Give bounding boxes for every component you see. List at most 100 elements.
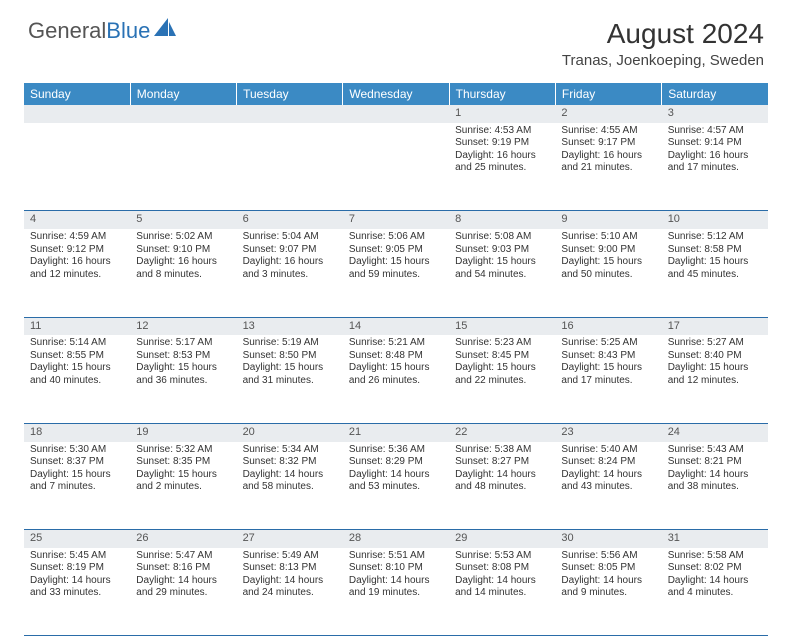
sunset-text: Sunset: 8:55 PM	[30, 350, 124, 363]
daylight-text: Daylight: 15 hours	[455, 256, 549, 269]
day-cell: Sunrise: 4:53 AMSunset: 9:19 PMDaylight:…	[449, 123, 555, 211]
day-number: 25	[24, 530, 130, 548]
daylight-text: and 3 minutes.	[243, 269, 337, 282]
day-number: 30	[555, 530, 661, 548]
day-number: 5	[130, 211, 236, 229]
day-number: 18	[24, 423, 130, 441]
sunset-text: Sunset: 8:16 PM	[136, 562, 230, 575]
day-number: 29	[449, 530, 555, 548]
daylight-text: and 12 minutes.	[30, 269, 124, 282]
sunrise-text: Sunrise: 5:02 AM	[136, 231, 230, 244]
daylight-text: Daylight: 16 hours	[455, 150, 549, 163]
sunrise-text: Sunrise: 5:19 AM	[243, 337, 337, 350]
daylight-text: and 45 minutes.	[668, 269, 762, 282]
day-cell: Sunrise: 5:17 AMSunset: 8:53 PMDaylight:…	[130, 335, 236, 423]
day-cell: Sunrise: 5:56 AMSunset: 8:05 PMDaylight:…	[555, 548, 661, 636]
sunrise-text: Sunrise: 5:27 AM	[668, 337, 762, 350]
sunset-text: Sunset: 8:32 PM	[243, 456, 337, 469]
day-number	[237, 105, 343, 123]
day-number	[130, 105, 236, 123]
sunset-text: Sunset: 9:17 PM	[561, 137, 655, 150]
daylight-text: and 54 minutes.	[455, 269, 549, 282]
sunset-text: Sunset: 9:00 PM	[561, 244, 655, 257]
day-cell: Sunrise: 5:10 AMSunset: 9:00 PMDaylight:…	[555, 229, 661, 317]
sunrise-text: Sunrise: 5:49 AM	[243, 550, 337, 563]
day-cell: Sunrise: 5:49 AMSunset: 8:13 PMDaylight:…	[237, 548, 343, 636]
day-number-row: 25262728293031	[24, 530, 768, 548]
day-number: 24	[662, 423, 768, 441]
sunset-text: Sunset: 8:58 PM	[668, 244, 762, 257]
daylight-text: and 17 minutes.	[561, 375, 655, 388]
day-number: 21	[343, 423, 449, 441]
sunset-text: Sunset: 8:10 PM	[349, 562, 443, 575]
day-cell: Sunrise: 5:19 AMSunset: 8:50 PMDaylight:…	[237, 335, 343, 423]
daylight-text: and 25 minutes.	[455, 162, 549, 175]
day-cell: Sunrise: 5:47 AMSunset: 8:16 PMDaylight:…	[130, 548, 236, 636]
day-cell: Sunrise: 5:30 AMSunset: 8:37 PMDaylight:…	[24, 442, 130, 530]
daylight-text: and 19 minutes.	[349, 587, 443, 600]
day-number: 9	[555, 211, 661, 229]
day-number: 23	[555, 423, 661, 441]
day-cell	[237, 123, 343, 211]
daylight-text: Daylight: 14 hours	[668, 469, 762, 482]
day-cell: Sunrise: 4:55 AMSunset: 9:17 PMDaylight:…	[555, 123, 661, 211]
daylight-text: Daylight: 15 hours	[243, 362, 337, 375]
sunset-text: Sunset: 8:48 PM	[349, 350, 443, 363]
daylight-text: Daylight: 14 hours	[455, 469, 549, 482]
logo-text-gray: General	[28, 18, 106, 44]
day-number: 11	[24, 317, 130, 335]
daylight-text: and 4 minutes.	[668, 587, 762, 600]
day-number: 3	[662, 105, 768, 123]
sunset-text: Sunset: 8:53 PM	[136, 350, 230, 363]
sunset-text: Sunset: 8:24 PM	[561, 456, 655, 469]
daylight-text: Daylight: 15 hours	[136, 469, 230, 482]
day-cell: Sunrise: 5:27 AMSunset: 8:40 PMDaylight:…	[662, 335, 768, 423]
daylight-text: Daylight: 16 hours	[561, 150, 655, 163]
sunrise-text: Sunrise: 5:23 AM	[455, 337, 549, 350]
day-cell: Sunrise: 5:38 AMSunset: 8:27 PMDaylight:…	[449, 442, 555, 530]
sunrise-text: Sunrise: 4:55 AM	[561, 125, 655, 138]
day-number: 17	[662, 317, 768, 335]
daylight-text: and 12 minutes.	[668, 375, 762, 388]
daylight-text: and 53 minutes.	[349, 481, 443, 494]
day-cell	[130, 123, 236, 211]
sunset-text: Sunset: 9:07 PM	[243, 244, 337, 257]
daylight-text: and 40 minutes.	[30, 375, 124, 388]
sunset-text: Sunset: 8:45 PM	[455, 350, 549, 363]
daylight-text: Daylight: 14 hours	[561, 469, 655, 482]
sunrise-text: Sunrise: 5:14 AM	[30, 337, 124, 350]
daylight-text: Daylight: 15 hours	[561, 362, 655, 375]
daylight-text: Daylight: 14 hours	[668, 575, 762, 588]
daylight-text: and 8 minutes.	[136, 269, 230, 282]
sunset-text: Sunset: 8:13 PM	[243, 562, 337, 575]
week-row: Sunrise: 4:59 AMSunset: 9:12 PMDaylight:…	[24, 229, 768, 317]
day-number: 20	[237, 423, 343, 441]
daylight-text: Daylight: 16 hours	[243, 256, 337, 269]
day-cell	[343, 123, 449, 211]
day-cell: Sunrise: 5:53 AMSunset: 8:08 PMDaylight:…	[449, 548, 555, 636]
day-number: 26	[130, 530, 236, 548]
day-cell: Sunrise: 5:51 AMSunset: 8:10 PMDaylight:…	[343, 548, 449, 636]
daylight-text: Daylight: 14 hours	[349, 575, 443, 588]
sunrise-text: Sunrise: 5:58 AM	[668, 550, 762, 563]
sunset-text: Sunset: 8:29 PM	[349, 456, 443, 469]
daylight-text: Daylight: 14 hours	[136, 575, 230, 588]
daylight-text: Daylight: 15 hours	[561, 256, 655, 269]
day-number: 14	[343, 317, 449, 335]
daylight-text: and 17 minutes.	[668, 162, 762, 175]
day-number: 31	[662, 530, 768, 548]
sunset-text: Sunset: 8:37 PM	[30, 456, 124, 469]
day-number	[24, 105, 130, 123]
sunset-text: Sunset: 9:12 PM	[30, 244, 124, 257]
daylight-text: Daylight: 15 hours	[668, 256, 762, 269]
day-cell: Sunrise: 5:08 AMSunset: 9:03 PMDaylight:…	[449, 229, 555, 317]
day-cell: Sunrise: 5:06 AMSunset: 9:05 PMDaylight:…	[343, 229, 449, 317]
daylight-text: Daylight: 15 hours	[349, 256, 443, 269]
daylight-text: and 38 minutes.	[668, 481, 762, 494]
day-number-row: 11121314151617	[24, 317, 768, 335]
sunset-text: Sunset: 8:21 PM	[668, 456, 762, 469]
day-number: 13	[237, 317, 343, 335]
logo-text-blue: Blue	[106, 18, 150, 44]
sunset-text: Sunset: 8:02 PM	[668, 562, 762, 575]
location-text: Tranas, Joenkoeping, Sweden	[562, 52, 764, 69]
